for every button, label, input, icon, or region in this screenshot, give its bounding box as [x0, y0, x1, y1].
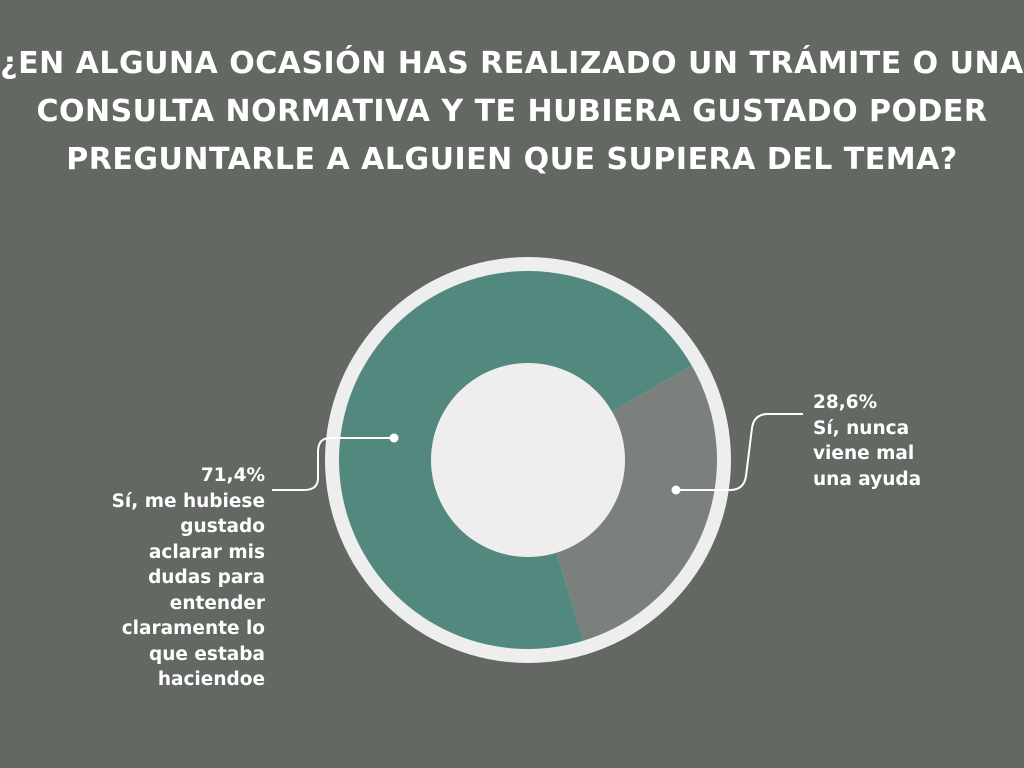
slice-1-text-line-3: aclarar mis	[148, 541, 265, 563]
slice-2-leader-dot	[671, 485, 681, 495]
slice-label-2: 28,6% Sí, nunca viene mal una ayuda	[813, 390, 921, 492]
donut-hole	[431, 363, 625, 557]
slice-1-text-line-6: claramente lo	[121, 618, 265, 639]
slice-2-value-label: 28,6%	[813, 392, 878, 413]
slice-1-value-label: 71,4%	[200, 465, 265, 486]
slice-1-text-line-4: dudas para	[148, 567, 265, 588]
slice-2-text-line-1: Sí, nunca	[813, 417, 910, 439]
slice-1-text-line-7: que estaba	[148, 643, 265, 665]
slice-1-leader-line	[272, 437, 394, 491]
slice-1-text-line-8: haciendoe	[157, 669, 265, 690]
chart-title: ¿EN ALGUNA OCASIÓN HAS REALIZADO UN TRÁM…	[0, 40, 1024, 184]
slice-1-text-line-2: gustado	[180, 516, 265, 537]
slice-2-leader-line	[676, 413, 803, 491]
slice-2-text-line-3: una ayuda	[813, 468, 922, 490]
chart-title-line-1: ¿EN ALGUNA OCASIÓN HAS REALIZADO UN TRÁM…	[0, 46, 1024, 81]
slice-label-1: 71,4% Sí, me hubiese gustado aclarar mis…	[112, 463, 265, 693]
slice-2-text-line-2: viene mal	[813, 443, 915, 464]
label-leader-lines	[272, 413, 803, 495]
chart-title-line-3: PREGUNTARLE A ALGUIEN QUE SUPIERA DEL TE…	[66, 142, 958, 177]
slice-1-text-line-5: entender	[169, 592, 265, 614]
chart-title-line-2: CONSULTA NORMATIVA Y TE HUBIERA GUSTADO …	[36, 94, 988, 129]
slice-1-leader-dot	[389, 433, 399, 443]
slice-1-text-line-1: Sí, me hubiese	[111, 490, 265, 512]
